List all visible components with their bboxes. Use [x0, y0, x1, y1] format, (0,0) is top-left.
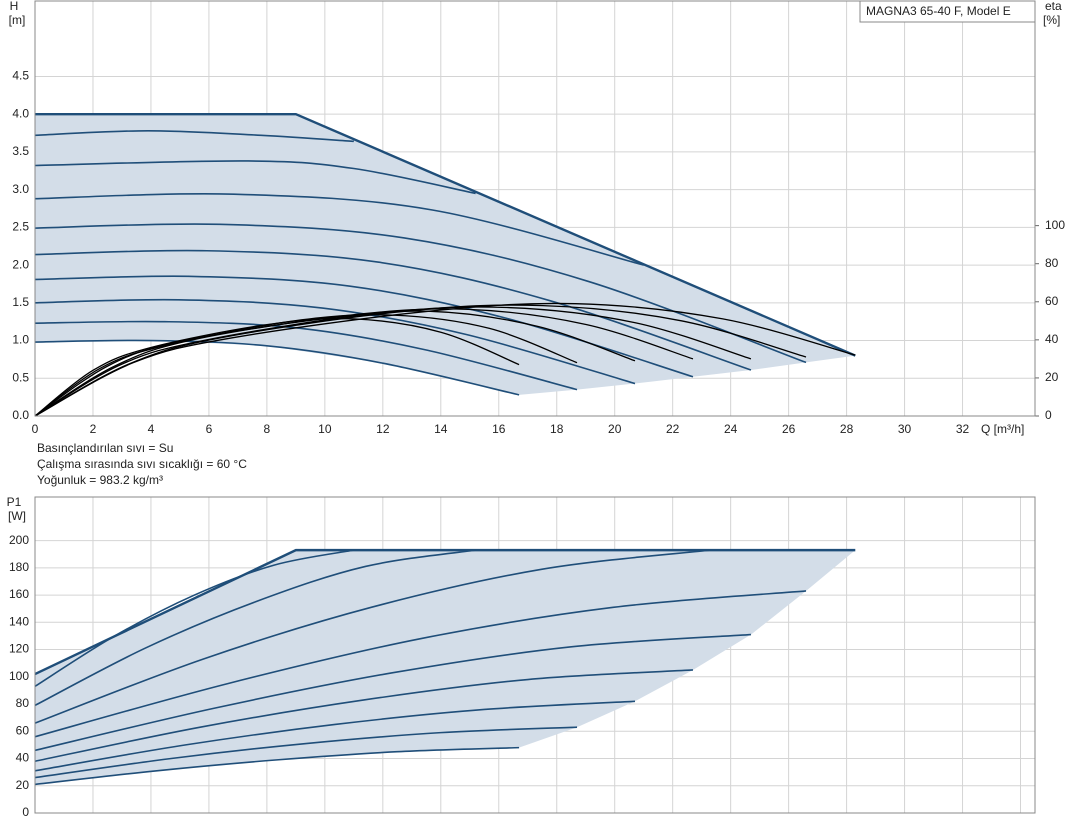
plot-frame [34, 496, 1036, 814]
performance-curve [35, 112, 856, 357]
performance-curve [34, 298, 636, 385]
efficiency-curve [34, 306, 752, 417]
y-tick-label: 140 [9, 614, 29, 628]
y-tick-label: 80 [16, 696, 30, 710]
performance-curve [34, 633, 751, 752]
x-tick-label: 14 [434, 422, 448, 436]
y-tick-label: 3.0 [12, 182, 29, 196]
x-tick-label: 8 [264, 422, 271, 436]
y-tick-label: 4.0 [12, 106, 29, 120]
y2-tick-label: 100 [1045, 218, 1065, 232]
note: Yoğunluk = 983.2 kg/m³ [37, 473, 163, 487]
x-tick-label: 28 [840, 422, 854, 436]
y-tick-label: 120 [9, 642, 29, 656]
performance-curve [34, 549, 354, 688]
y2-tick-label: 80 [1045, 256, 1059, 270]
performance-curve [34, 590, 807, 738]
x-tick-label: 2 [90, 422, 97, 436]
x-tick-label: 26 [782, 422, 796, 436]
efficiency-curve [34, 302, 856, 417]
x-tick-label: 18 [550, 422, 564, 436]
note: Çalışma sırasında sıvı sıcaklığı = 60 °C [37, 457, 247, 471]
x-tick-label: 32 [956, 422, 970, 436]
performance-curve [34, 726, 578, 779]
note: Basınçlandırılan sıvı = Su [37, 441, 173, 455]
x-tick-label: 30 [898, 422, 912, 436]
plot-frame [34, 0, 1036, 417]
y-tick-label: 160 [9, 587, 29, 601]
x-tick-label: 12 [376, 422, 390, 436]
performance-curve [34, 700, 636, 772]
efficiency-curve [34, 314, 578, 417]
y-tick-label: 0 [22, 805, 29, 819]
y-tick-label: 1.5 [12, 295, 29, 309]
x-tick-label: 22 [666, 422, 680, 436]
y2-tick-label: 20 [1045, 370, 1059, 384]
performance-curve [34, 129, 354, 143]
chart-title: MAGNA3 65-40 F, Model E [866, 4, 1011, 18]
performance-curve [34, 549, 711, 724]
y2-tick-label: 0 [1045, 408, 1052, 422]
y-tick-label: 0.0 [12, 408, 29, 422]
y-tick-label: 0.5 [12, 370, 29, 384]
x-axis-label: Q [m³/h] [981, 422, 1024, 436]
y-tick-label: 100 [9, 669, 29, 683]
performance-curve [34, 669, 694, 763]
x-tick-label: 16 [492, 422, 506, 436]
performance-curve [34, 339, 520, 396]
performance-curve [34, 746, 520, 786]
x-tick-label: 20 [608, 422, 622, 436]
x-tick-label: 0 [32, 422, 39, 436]
y-tick-label: 3.5 [12, 144, 29, 158]
y-axis-label: P1 [7, 495, 22, 509]
operating-area [35, 550, 856, 785]
title-box [859, 0, 1036, 23]
y-tick-label: 180 [9, 560, 29, 574]
y2-tick-label: 40 [1045, 332, 1059, 346]
y-tick-label: 20 [16, 778, 30, 792]
performance-curve [34, 192, 644, 266]
y2-tick-label: 60 [1045, 294, 1059, 308]
y2-axis-unit: [%] [1043, 13, 1060, 27]
x-tick-label: 10 [318, 422, 332, 436]
efficiency-curve [34, 308, 694, 417]
x-tick-label: 6 [206, 422, 213, 436]
y-tick-label: 4.5 [12, 69, 29, 83]
performance-curve [34, 223, 807, 364]
x-tick-label: 24 [724, 422, 738, 436]
y-tick-label: 40 [16, 751, 30, 765]
performance-curve [34, 549, 476, 707]
performance-curve [34, 160, 476, 195]
y-axis-unit: [W] [8, 509, 26, 523]
y-tick-label: 1.0 [12, 333, 29, 347]
y-axis-unit: [m] [9, 13, 26, 27]
y-tick-label: 200 [9, 533, 29, 547]
y-tick-label: 60 [16, 723, 30, 737]
y-axis-label: H [10, 0, 19, 13]
performance-curve [34, 249, 752, 371]
operating-area [35, 114, 856, 395]
performance-curve [34, 548, 856, 676]
y-tick-label: 2.0 [12, 257, 29, 271]
y-tick-label: 2.5 [12, 220, 29, 234]
x-tick-label: 4 [148, 422, 155, 436]
y2-axis-label: eta [1045, 0, 1062, 13]
